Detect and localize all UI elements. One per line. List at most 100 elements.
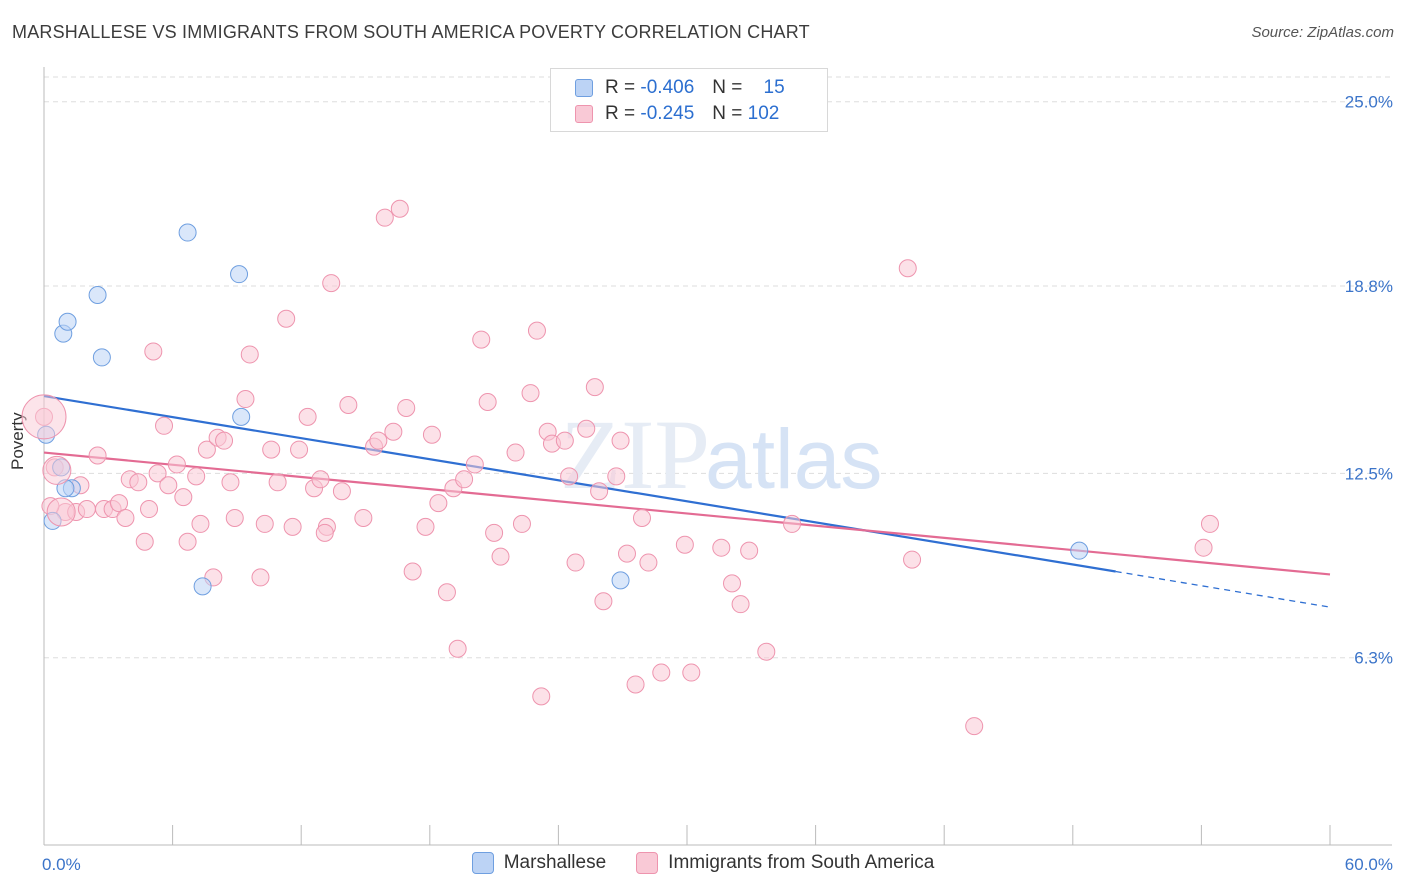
legend-swatch-blue	[575, 79, 593, 97]
point-south-america	[723, 574, 742, 593]
legend-r-label: R =	[605, 77, 636, 98]
watermark-atlas: atlas	[705, 412, 882, 506]
point-south-america	[560, 467, 579, 486]
points	[21, 199, 1219, 736]
point-south-america	[1194, 538, 1213, 557]
point-south-america	[88, 446, 107, 465]
x-tick-label-max: 60.0%	[1345, 855, 1393, 874]
point-south-america	[390, 199, 409, 218]
point-marshallese	[1070, 541, 1089, 560]
point-south-america	[167, 455, 186, 474]
point-south-america	[129, 473, 148, 492]
point-south-america	[221, 473, 240, 492]
trend-line-marshallese-extension	[1115, 570, 1331, 608]
point-south-america	[465, 455, 484, 474]
point-south-america	[354, 508, 373, 527]
point-south-america	[903, 550, 922, 569]
legend-n-value: 15	[763, 77, 785, 98]
point-south-america	[757, 642, 776, 661]
legend-r-value: -0.406	[640, 77, 695, 98]
point-south-america	[1200, 514, 1219, 533]
point-south-america	[290, 440, 309, 459]
point-south-america	[478, 393, 497, 412]
point-south-america	[594, 592, 613, 611]
legend-swatch-blue	[471, 852, 494, 874]
point-south-america	[617, 544, 636, 563]
point-south-america	[652, 663, 671, 682]
point-marshallese	[611, 571, 630, 590]
point-south-america	[369, 431, 388, 450]
point-marshallese	[58, 312, 77, 331]
axes	[43, 67, 1392, 846]
point-south-america	[532, 687, 551, 706]
point-south-america	[527, 321, 546, 340]
watermark-zip: ZIP	[560, 399, 710, 510]
point-south-america	[675, 535, 694, 554]
point-south-america	[384, 422, 403, 441]
point-south-america	[521, 384, 540, 403]
y-tick-label: 18.8%	[1345, 277, 1393, 296]
point-south-america	[437, 583, 456, 602]
point-south-america	[491, 547, 510, 566]
point-marshallese	[193, 577, 212, 596]
point-south-america	[965, 717, 984, 736]
point-south-america	[135, 532, 154, 551]
legend-n-label: N =	[712, 77, 743, 98]
point-south-america	[448, 639, 467, 658]
bottom-legend: Marshallese Immigrants from South Americ…	[0, 852, 1406, 874]
point-south-america	[898, 259, 917, 278]
point-south-america	[566, 553, 585, 572]
point-south-america	[116, 508, 135, 527]
point-south-america	[42, 455, 72, 485]
point-south-america	[375, 208, 394, 227]
point-south-america	[512, 514, 531, 533]
chart-title: MARSHALLESE VS IMMIGRANTS FROM SOUTH AME…	[12, 22, 810, 42]
watermark: ZIP atlas	[560, 399, 882, 510]
point-south-america	[555, 431, 574, 450]
point-south-america	[585, 378, 604, 397]
legend-item-south-america[interactable]: Immigrants from South America	[636, 852, 934, 874]
legend-row-marshallese: R = -0.406 N = 15	[575, 75, 785, 101]
point-south-america	[322, 274, 341, 293]
source-label: Source: ZipAtlas.com	[1251, 24, 1394, 41]
point-south-america	[187, 467, 206, 486]
legend-row-south-america: R = -0.245 N = 102	[575, 101, 779, 127]
y-tick-label: 12.5%	[1345, 464, 1393, 483]
point-marshallese	[230, 265, 249, 284]
point-south-america	[403, 562, 422, 581]
point-south-america	[712, 538, 731, 557]
point-south-america	[339, 395, 358, 414]
gridlines	[44, 76, 1392, 659]
point-south-america	[240, 345, 259, 364]
point-south-america	[110, 494, 129, 513]
point-south-america	[577, 419, 596, 438]
point-south-america	[46, 497, 76, 527]
trend-line-south-america	[43, 451, 1331, 576]
point-south-america	[315, 523, 334, 542]
point-south-america	[731, 595, 750, 614]
legend-label-marshallese: Marshallese	[503, 852, 607, 873]
point-south-america	[77, 500, 96, 519]
point-south-america	[682, 663, 701, 682]
trend-lines	[43, 394, 1331, 608]
point-south-america	[416, 517, 435, 536]
point-south-america	[277, 309, 296, 328]
legend-box: R = -0.406 N = 15 R = -0.245 N = 102	[550, 68, 828, 132]
point-south-america	[197, 440, 216, 459]
point-south-america	[191, 514, 210, 533]
point-south-america	[311, 470, 330, 489]
point-south-america	[283, 517, 302, 536]
point-south-america	[506, 443, 525, 462]
point-south-america	[21, 394, 67, 440]
point-south-america	[397, 398, 416, 417]
point-south-america	[178, 532, 197, 551]
legend-swatch-pink	[575, 105, 593, 123]
point-south-america	[148, 464, 167, 483]
legend-item-marshallese[interactable]: Marshallese	[471, 852, 607, 874]
point-south-america	[268, 473, 287, 492]
point-south-america	[255, 514, 274, 533]
point-south-america	[251, 568, 270, 587]
legend-label-south-america: Immigrants from South America	[668, 852, 935, 873]
point-marshallese	[92, 348, 111, 367]
